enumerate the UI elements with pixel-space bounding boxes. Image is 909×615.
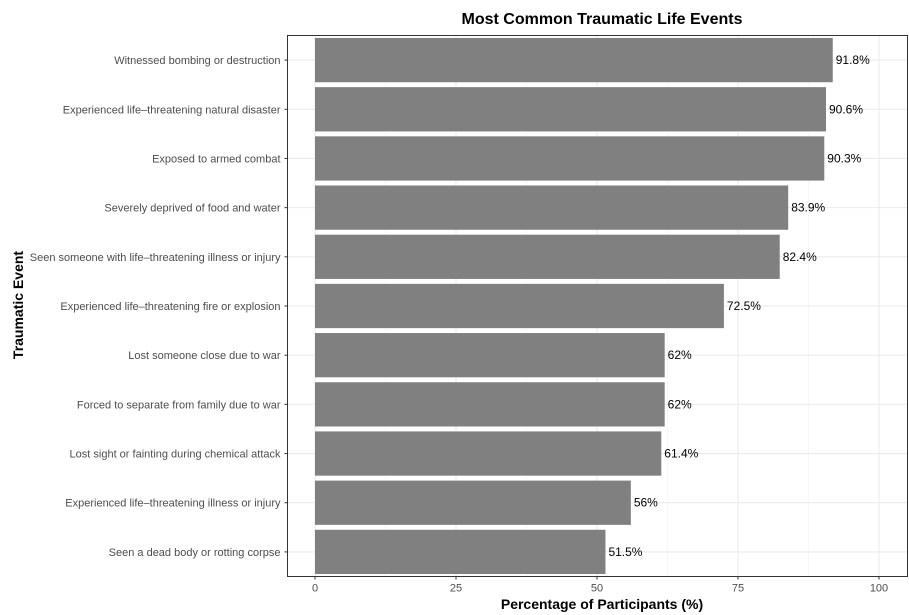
bar — [315, 480, 631, 525]
category-labels: Witnessed bombing or destruction Experien… — [30, 55, 288, 559]
bars — [315, 37, 833, 575]
x-tick-label: 75 — [732, 583, 744, 595]
bar — [315, 333, 665, 378]
data-label: 62% — [668, 397, 692, 411]
category-label: Seen someone with life–threatening illne… — [30, 252, 281, 264]
data-label: 51.5% — [608, 545, 642, 559]
category-label: Experienced life–threatening fire or exp… — [60, 301, 280, 313]
data-label: 90.6% — [829, 102, 863, 116]
data-label: 90.3% — [827, 151, 861, 165]
category-label: Experienced life–threatening illness or … — [65, 498, 281, 510]
bar — [315, 185, 789, 230]
category-label: Forced to separate from family due to wa… — [77, 399, 281, 411]
category-label: Experienced life–threatening natural dis… — [63, 104, 281, 116]
category-label: Lost someone close due to war — [128, 350, 281, 362]
x-tick-label: 25 — [450, 583, 462, 595]
category-label: Seen a dead body or rotting corpse — [109, 547, 281, 559]
category-label: Witnessed bombing or destruction — [114, 55, 280, 67]
bar — [315, 87, 826, 132]
data-label: 83.9% — [791, 201, 825, 215]
category-label: Severely deprived of food and water — [104, 203, 280, 215]
data-label: 91.8% — [836, 53, 870, 67]
data-label: 82.4% — [783, 250, 817, 264]
data-label: 61.4% — [664, 447, 698, 461]
bar — [315, 136, 825, 181]
data-label: 62% — [668, 348, 692, 362]
bar — [315, 431, 662, 476]
x-tick-labels: 0 25 50 75 100 — [312, 576, 888, 595]
x-axis-title: Percentage of Participants (%) — [501, 596, 703, 612]
data-label: 72.5% — [727, 299, 761, 313]
y-axis-title: Traumatic Event — [10, 251, 26, 359]
data-label: 56% — [634, 496, 658, 510]
x-tick-label: 100 — [870, 583, 888, 595]
bar — [315, 234, 780, 279]
chart-title: Most Common Traumatic Life Events — [462, 11, 743, 28]
category-label: Lost sight or fainting during chemical a… — [70, 449, 281, 461]
plot-panel-border — [287, 35, 908, 577]
bar — [315, 37, 833, 83]
bar — [315, 283, 724, 329]
x-tick-label: 50 — [591, 583, 603, 595]
data-labels: 91.8% 90.6% 90.3% 83.9% 82.4% 72.5% 62% 62% 61.4… — [608, 53, 870, 559]
bar — [315, 529, 606, 575]
x-tick-label: 0 — [312, 583, 318, 595]
category-label: Exposed to armed combat — [152, 153, 280, 165]
bar — [315, 382, 665, 427]
